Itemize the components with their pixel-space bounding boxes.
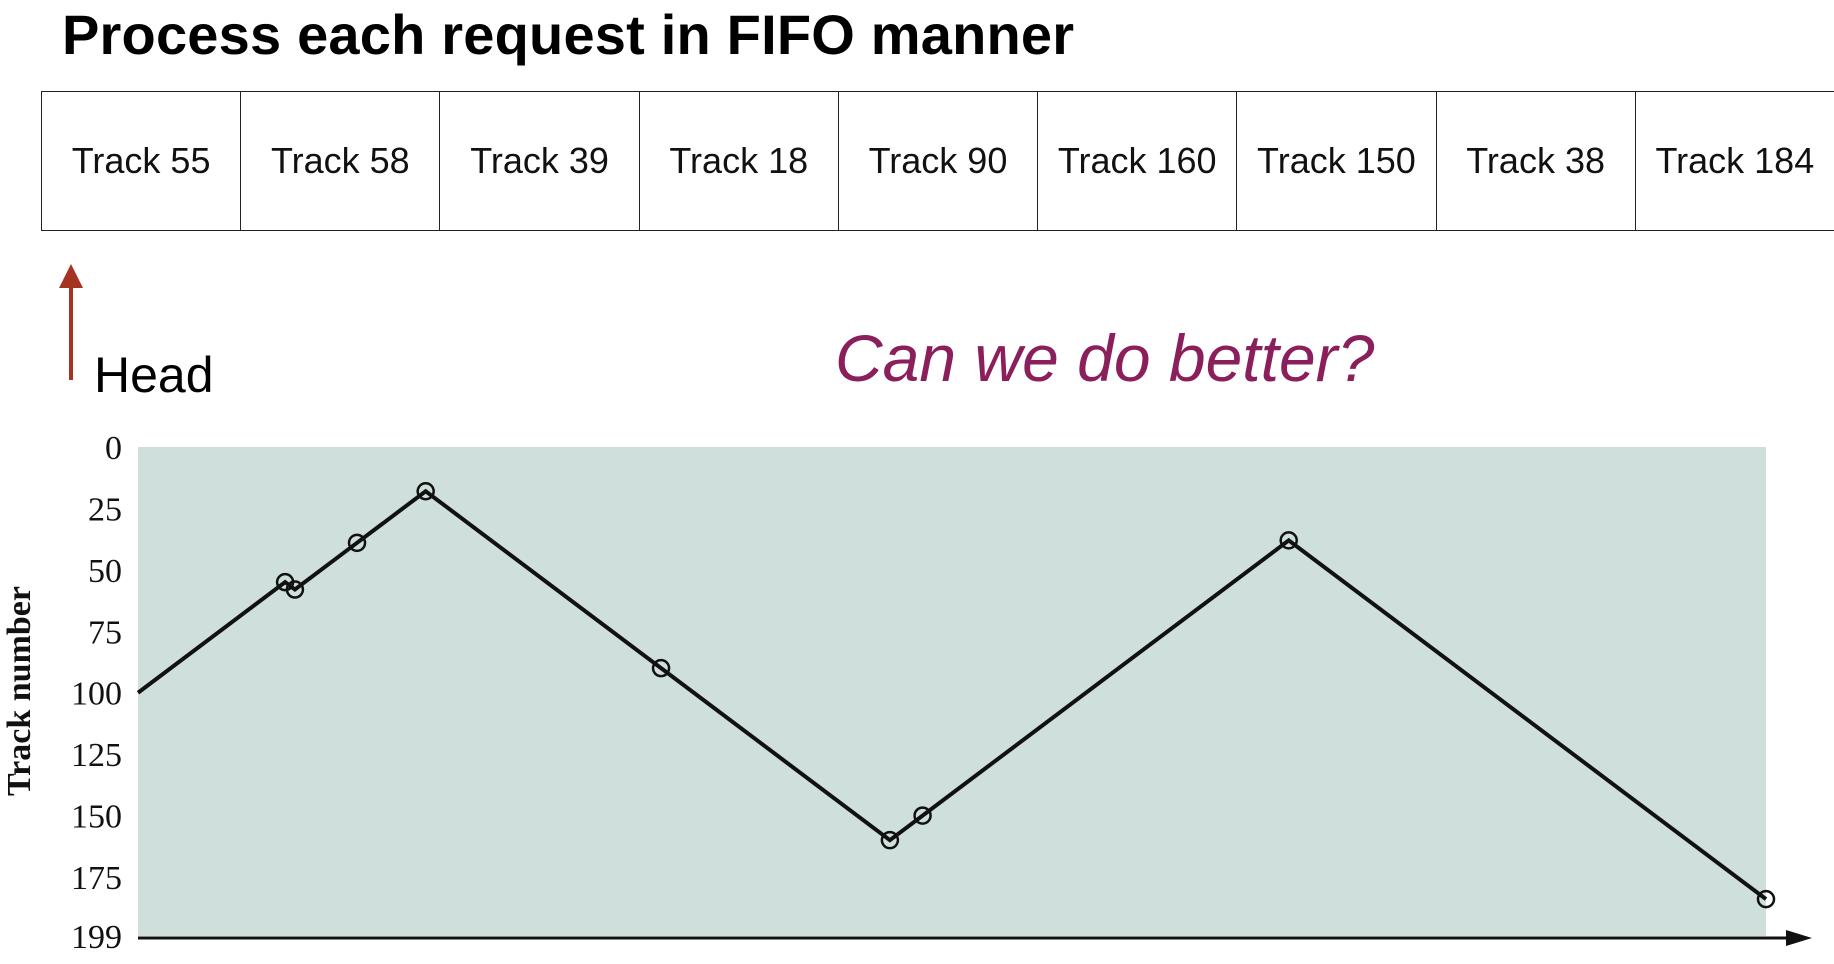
y-tick-label: 199 [71, 919, 122, 956]
data-point [416, 481, 435, 501]
data-point [880, 830, 900, 850]
y-tick-label: 25 [88, 491, 122, 528]
y-tick-label: 0 [105, 430, 122, 467]
queue-cell: Track 150 [1236, 92, 1435, 230]
y-axis-title: Track number [1, 586, 38, 796]
data-point [651, 658, 671, 678]
queue-cell: Track 18 [638, 92, 838, 230]
y-tick-label: 100 [71, 676, 122, 713]
series-line [136, 488, 1768, 901]
y-tick-label: 75 [88, 614, 122, 651]
x-axis-arrow-icon [1786, 930, 1812, 946]
y-tick-label: 50 [88, 553, 122, 590]
y-axis: 0 25 50 75 100 125 150 175 199 [71, 430, 122, 956]
y-tick-label: 175 [71, 860, 122, 897]
plot-background [138, 447, 1766, 936]
data-point [347, 533, 367, 553]
data-point [1279, 531, 1298, 550]
question-text: Can we do better? [835, 321, 1375, 395]
queue-cell: Track 38 [1435, 92, 1635, 230]
data-points [275, 481, 1776, 909]
queue-cell: Track 58 [240, 92, 439, 230]
data-point [913, 806, 932, 825]
queue-cell: Track 90 [837, 92, 1037, 230]
queue-cell: Track 55 [71, 140, 211, 181]
request-queue: Track 55 Track 58 Track 39 Track 18 Trac… [41, 91, 1834, 231]
data-point [1756, 889, 1776, 909]
data-point [285, 580, 305, 599]
page-title: Process each request in FIFO manner [62, 3, 1075, 66]
queue-cell: Track 184 [1634, 92, 1834, 230]
queue-cell: Track 160 [1037, 92, 1236, 230]
head-label: Head [94, 347, 214, 403]
y-tick-label: 125 [71, 737, 122, 774]
y-tick-label: 150 [71, 799, 122, 836]
head-arrow-icon [59, 264, 83, 380]
queue-cell: Track 39 [439, 92, 638, 230]
